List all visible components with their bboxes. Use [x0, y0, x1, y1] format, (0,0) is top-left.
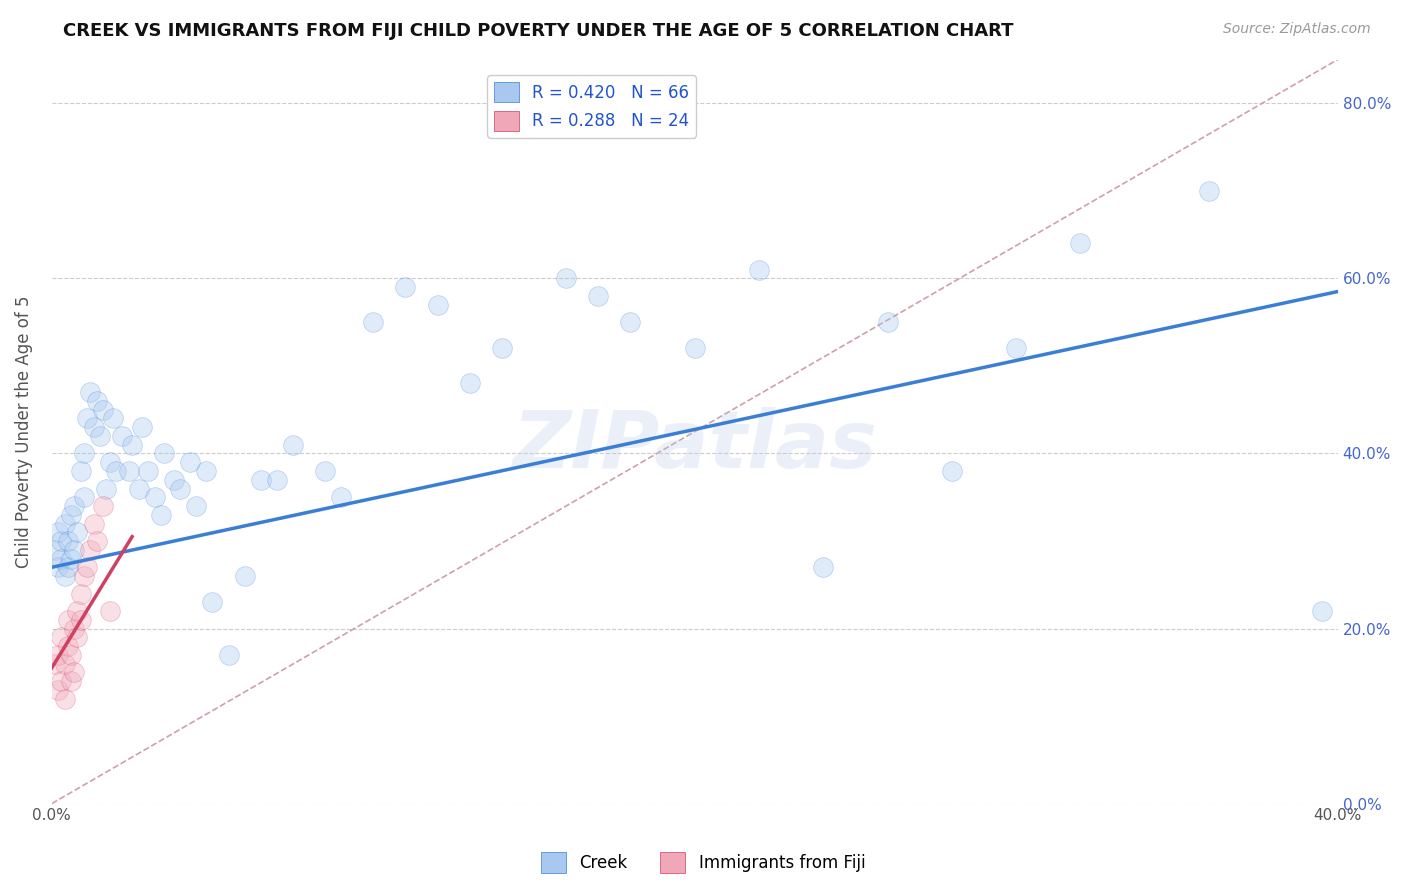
Point	[491, 342, 513, 356]
Point	[56, 560, 79, 574]
Point	[136, 464, 159, 478]
Point	[73, 490, 96, 504]
Point	[394, 280, 416, 294]
Text: Source: ZipAtlas.com: Source: ZipAtlas.com	[1223, 22, 1371, 37]
Point	[53, 569, 76, 583]
Point	[266, 473, 288, 487]
Point	[128, 482, 150, 496]
Legend: R = 0.420   N = 66, R = 0.288   N = 24: R = 0.420 N = 66, R = 0.288 N = 24	[488, 75, 696, 137]
Point	[76, 560, 98, 574]
Point	[121, 438, 143, 452]
Point	[281, 438, 304, 452]
Y-axis label: Child Poverty Under the Age of 5: Child Poverty Under the Age of 5	[15, 295, 32, 568]
Point	[63, 665, 86, 680]
Point	[83, 420, 105, 434]
Point	[69, 586, 91, 600]
Point	[91, 499, 114, 513]
Point	[98, 604, 121, 618]
Point	[150, 508, 173, 522]
Point	[813, 560, 835, 574]
Point	[51, 674, 73, 689]
Point	[66, 630, 89, 644]
Point	[1069, 236, 1091, 251]
Point	[314, 464, 336, 478]
Point	[179, 455, 201, 469]
Point	[1005, 342, 1028, 356]
Point	[51, 630, 73, 644]
Point	[44, 657, 66, 671]
Point	[89, 429, 111, 443]
Point	[195, 464, 218, 478]
Point	[60, 674, 83, 689]
Point	[56, 639, 79, 653]
Text: ZIPatlas: ZIPatlas	[512, 408, 877, 485]
Point	[60, 508, 83, 522]
Point	[330, 490, 353, 504]
Point	[63, 622, 86, 636]
Point	[458, 376, 481, 391]
Point	[111, 429, 134, 443]
Point	[83, 516, 105, 531]
Point	[63, 499, 86, 513]
Point	[56, 534, 79, 549]
Point	[683, 342, 706, 356]
Point	[1310, 604, 1333, 618]
Point	[79, 542, 101, 557]
Point	[86, 534, 108, 549]
Point	[153, 446, 176, 460]
Point	[233, 569, 256, 583]
Point	[53, 657, 76, 671]
Point	[586, 289, 609, 303]
Point	[51, 551, 73, 566]
Text: CREEK VS IMMIGRANTS FROM FIJI CHILD POVERTY UNDER THE AGE OF 5 CORRELATION CHART: CREEK VS IMMIGRANTS FROM FIJI CHILD POVE…	[63, 22, 1014, 40]
Point	[60, 648, 83, 662]
Point	[426, 298, 449, 312]
Point	[46, 682, 69, 697]
Point	[619, 315, 641, 329]
Legend: Creek, Immigrants from Fiji: Creek, Immigrants from Fiji	[534, 846, 872, 880]
Point	[44, 542, 66, 557]
Point	[169, 482, 191, 496]
Point	[46, 560, 69, 574]
Point	[79, 385, 101, 400]
Point	[53, 516, 76, 531]
Point	[76, 411, 98, 425]
Point	[73, 569, 96, 583]
Point	[69, 613, 91, 627]
Point	[186, 499, 208, 513]
Point	[56, 613, 79, 627]
Point	[131, 420, 153, 434]
Point	[51, 534, 73, 549]
Point	[98, 455, 121, 469]
Point	[876, 315, 898, 329]
Point	[105, 464, 128, 478]
Point	[163, 473, 186, 487]
Point	[218, 648, 240, 662]
Point	[361, 315, 384, 329]
Point	[96, 482, 118, 496]
Point	[60, 551, 83, 566]
Point	[69, 464, 91, 478]
Point	[941, 464, 963, 478]
Point	[143, 490, 166, 504]
Point	[748, 262, 770, 277]
Point	[73, 446, 96, 460]
Point	[46, 525, 69, 540]
Point	[101, 411, 124, 425]
Point	[66, 525, 89, 540]
Point	[555, 271, 578, 285]
Point	[201, 595, 224, 609]
Point	[249, 473, 271, 487]
Point	[91, 402, 114, 417]
Point	[53, 691, 76, 706]
Point	[66, 604, 89, 618]
Point	[118, 464, 141, 478]
Point	[1198, 184, 1220, 198]
Point	[86, 394, 108, 409]
Point	[46, 648, 69, 662]
Point	[63, 542, 86, 557]
